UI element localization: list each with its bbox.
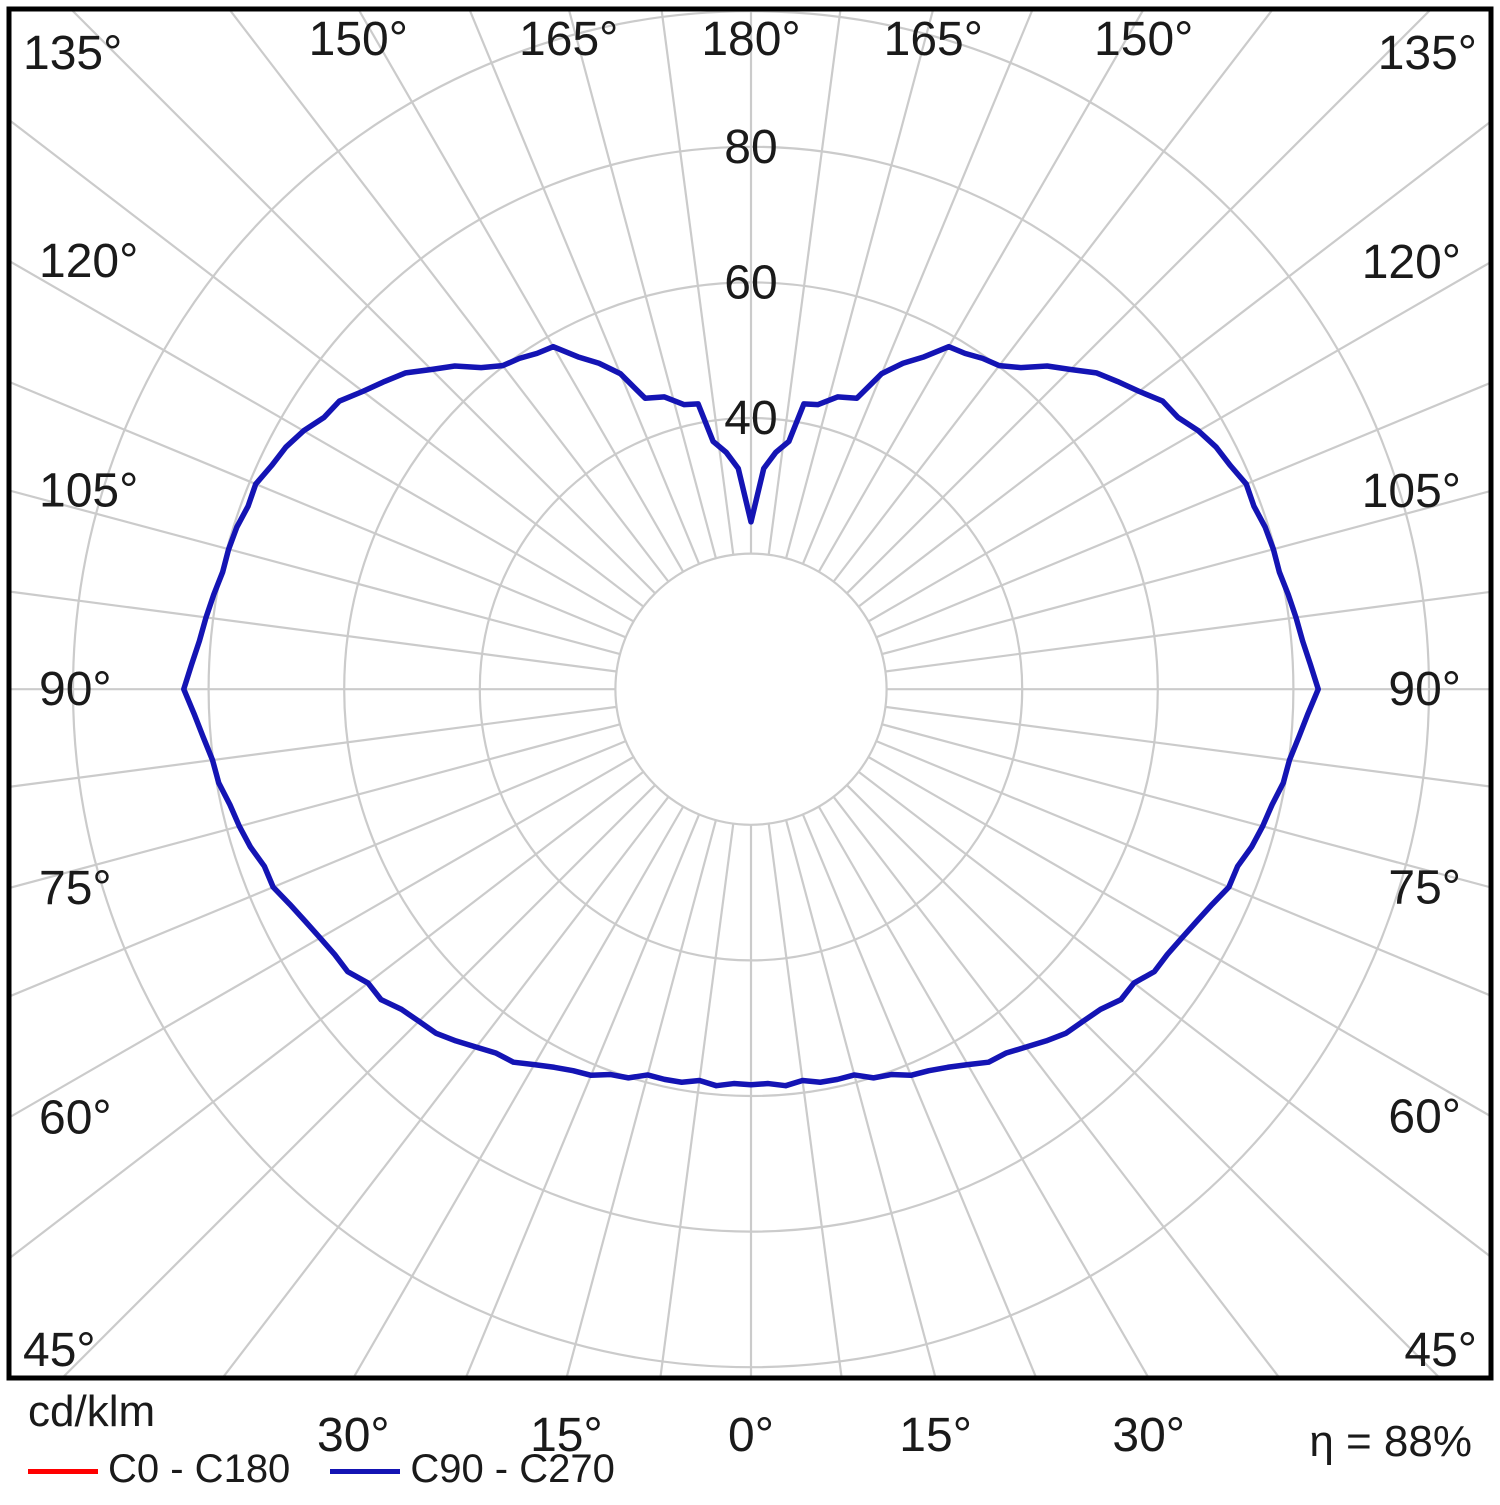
svg-text:60°: 60°: [39, 1092, 112, 1145]
svg-text:150°: 150°: [309, 13, 408, 66]
svg-text:90°: 90°: [1388, 663, 1461, 716]
svg-text:105°: 105°: [1362, 465, 1461, 518]
svg-text:75°: 75°: [39, 862, 112, 915]
svg-text:80: 80: [724, 121, 777, 174]
svg-text:165°: 165°: [884, 13, 983, 66]
svg-text:60: 60: [724, 256, 777, 309]
svg-text:40: 40: [724, 392, 777, 445]
svg-text:75°: 75°: [1388, 862, 1461, 915]
svg-text:120°: 120°: [1362, 236, 1461, 289]
svg-text:105°: 105°: [39, 464, 138, 517]
svg-text:135°: 135°: [1378, 27, 1477, 80]
svg-text:165°: 165°: [519, 13, 618, 66]
svg-text:60°: 60°: [1388, 1090, 1461, 1143]
svg-text:180°: 180°: [701, 13, 800, 66]
svg-text:90°: 90°: [39, 663, 112, 716]
svg-text:150°: 150°: [1094, 13, 1193, 66]
svg-text:120°: 120°: [39, 235, 138, 288]
svg-text:45°: 45°: [23, 1324, 96, 1377]
svg-text:45°: 45°: [1404, 1324, 1477, 1377]
svg-text:135°: 135°: [23, 27, 122, 80]
